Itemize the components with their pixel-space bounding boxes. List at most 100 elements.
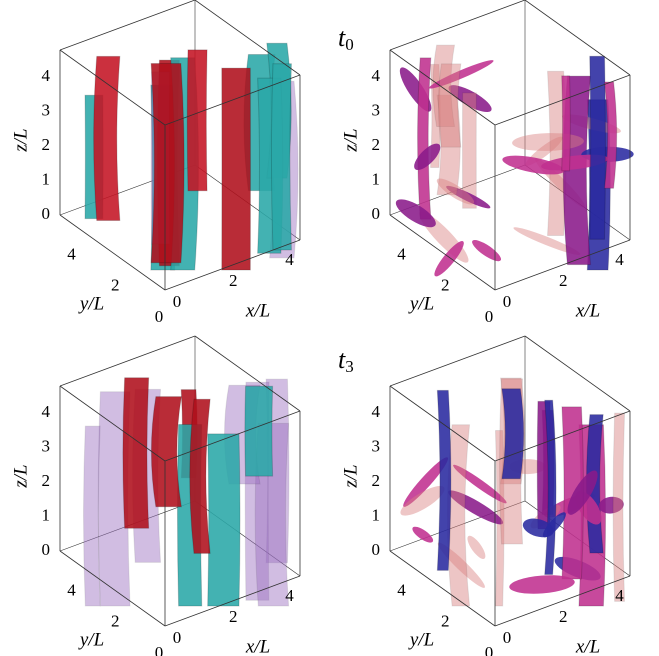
z-axis-label: z/L	[340, 128, 361, 152]
isosurface	[509, 575, 575, 594]
x-tick-label: 2	[559, 271, 568, 290]
z-tick-label: 0	[372, 540, 381, 559]
isosurface	[589, 55, 606, 240]
time-base: t	[338, 345, 346, 374]
y-tick-label: 0	[485, 643, 494, 656]
cube-edge	[59, 335, 196, 387]
isosurface	[462, 92, 477, 209]
isosurface	[467, 535, 486, 559]
y-axis-label: y/L	[408, 629, 434, 650]
isosurface	[513, 227, 581, 255]
time-sub: 3	[345, 357, 354, 376]
y-tick-label: 2	[441, 612, 450, 631]
cube-edge	[389, 550, 496, 627]
x-tick-label: 0	[173, 292, 182, 311]
x-axis-label: x/L	[575, 636, 600, 656]
isosurface	[436, 389, 452, 571]
isosurface	[612, 412, 626, 602]
z-tick-label: 0	[42, 540, 51, 559]
isosurface	[186, 49, 208, 192]
y-tick-label: 0	[485, 307, 494, 326]
cube-edge	[59, 550, 166, 627]
cube-edge	[389, 500, 526, 552]
z-tick-label: 4	[42, 66, 51, 85]
isosurface	[446, 185, 491, 209]
time-base: t	[338, 23, 346, 52]
isosurface	[83, 425, 101, 607]
cube-edge	[194, 335, 301, 412]
isosurface	[430, 63, 441, 168]
cube-edge	[59, 214, 166, 291]
isosurface	[567, 470, 598, 515]
cube-edge	[494, 74, 631, 126]
z-axis-label: z/L	[340, 464, 361, 488]
isosurface	[412, 526, 434, 543]
y-tick-label: 4	[67, 244, 76, 263]
isosurface	[150, 396, 182, 508]
time-sub: 0	[345, 35, 354, 54]
x-axis-label: x/L	[245, 300, 270, 321]
isosurface	[189, 398, 211, 554]
cube-edge	[164, 410, 301, 462]
z-tick-label: 3	[372, 100, 381, 119]
y-tick-label: 2	[111, 612, 120, 631]
isosurface	[437, 542, 485, 588]
z-tick-label: 2	[372, 135, 381, 154]
isosurface	[403, 457, 449, 507]
z-tick-label: 1	[42, 169, 51, 188]
cube-edge	[164, 575, 301, 627]
x-tick-label: 4	[285, 250, 294, 269]
x-tick-label: 4	[285, 586, 294, 605]
z-tick-label: 3	[42, 436, 51, 455]
isosurface	[122, 377, 150, 529]
x-axis-label: x/L	[575, 300, 600, 321]
isosurface	[437, 63, 462, 148]
isosurface	[472, 239, 502, 262]
z-tick-label: 0	[372, 204, 381, 223]
cube-edge	[164, 74, 301, 126]
y-tick-label: 0	[155, 643, 164, 656]
z-tick-label: 2	[372, 471, 381, 490]
isosurface	[501, 388, 525, 480]
y-tick-label: 0	[155, 307, 164, 326]
x-tick-label: 0	[503, 628, 512, 647]
z-tick-label: 4	[42, 402, 51, 421]
isosurface	[432, 44, 456, 128]
cube-edge	[389, 385, 496, 462]
cube-edge	[59, 385, 166, 462]
isosurface	[453, 464, 507, 504]
isosurface	[244, 385, 274, 477]
cube-edge	[194, 0, 301, 76]
cube-edge	[389, 214, 496, 291]
isosurface	[561, 406, 584, 580]
cube-edge	[494, 575, 631, 627]
z-tick-label: 4	[372, 402, 381, 421]
y-tick-label: 2	[111, 276, 120, 295]
cube-edge	[494, 239, 631, 291]
isosurface	[598, 496, 624, 514]
isosurface	[448, 85, 492, 113]
isosurface	[150, 62, 185, 264]
y-tick-label: 4	[397, 244, 406, 263]
time-label: t0	[338, 23, 354, 54]
x-axis-label: x/L	[245, 636, 270, 656]
x-tick-label: 2	[229, 607, 238, 626]
y-axis-label: y/L	[78, 293, 104, 314]
x-tick-label: 0	[503, 292, 512, 311]
z-tick-label: 1	[42, 505, 51, 524]
isosurface	[603, 81, 618, 189]
isosurface	[448, 490, 504, 525]
z-tick-label: 2	[42, 135, 51, 154]
x-tick-label: 2	[229, 271, 238, 290]
z-axis-label: z/L	[10, 128, 31, 152]
isosurface	[436, 178, 475, 205]
x-tick-label: 0	[173, 628, 182, 647]
cube-edge	[59, 0, 196, 51]
isosurface	[429, 60, 494, 89]
isosurface	[436, 94, 461, 196]
z-tick-label: 3	[42, 100, 51, 119]
x-tick-label: 2	[559, 607, 568, 626]
